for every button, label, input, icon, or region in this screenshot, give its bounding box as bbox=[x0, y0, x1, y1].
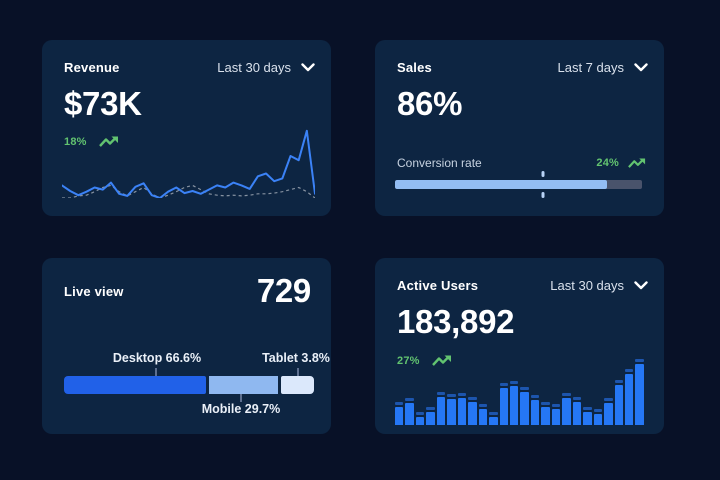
revenue-range-dropdown[interactable]: Last 30 days bbox=[217, 60, 315, 75]
daily-users-bar bbox=[541, 402, 550, 425]
mobile-segment-label: Mobile 29.7% bbox=[201, 402, 281, 416]
progress-fill bbox=[395, 180, 608, 189]
sales-value: 86% bbox=[397, 85, 463, 122]
chevron-down-icon bbox=[301, 63, 315, 72]
mobile-callout-tick bbox=[240, 394, 242, 402]
daily-users-bar bbox=[447, 394, 456, 425]
active-users-range-label: Last 30 days bbox=[550, 278, 624, 293]
progress-track bbox=[395, 180, 642, 189]
daily-users-bar bbox=[562, 393, 571, 425]
revenue-card: Revenue Last 30 days $73K 18% bbox=[42, 40, 331, 216]
revenue-value: $73K bbox=[64, 85, 142, 122]
trending-up-icon bbox=[628, 157, 646, 170]
tablet-callout-tick bbox=[297, 368, 299, 376]
daily-users-bar bbox=[614, 380, 623, 425]
daily-users-bar bbox=[415, 412, 425, 425]
revenue-range-label: Last 30 days bbox=[217, 60, 291, 75]
active-users-delta: 27% bbox=[397, 355, 420, 367]
desktop-callout-tick bbox=[155, 368, 157, 376]
sales-range-label: Last 7 days bbox=[557, 60, 625, 75]
tablet-segment-label: Tablet 3.8% bbox=[262, 351, 330, 365]
daily-users-bar bbox=[405, 398, 414, 425]
active-users-card-title: Active Users bbox=[397, 278, 479, 293]
live-view-card: Live view 729 Desktop 66.6% Tablet 3.8% … bbox=[42, 258, 331, 434]
revenue-line-current-period bbox=[62, 131, 315, 198]
desktop-segment-label: Desktop 66.6% bbox=[112, 351, 202, 365]
daily-users-bar bbox=[395, 402, 404, 425]
daily-users-bar bbox=[457, 393, 467, 425]
active-users-bar-chart bbox=[395, 357, 644, 425]
daily-users-bar bbox=[426, 407, 435, 425]
daily-users-bar bbox=[478, 404, 488, 425]
progress-target-marker-bottom bbox=[541, 192, 545, 198]
daily-users-bar bbox=[635, 359, 644, 425]
active-users-value: 183,892 bbox=[397, 303, 515, 340]
daily-users-bar bbox=[604, 398, 613, 425]
conversion-progress-bar bbox=[395, 171, 642, 198]
conversion-rate-label: Conversion rate bbox=[397, 156, 482, 170]
daily-users-bar bbox=[530, 395, 540, 425]
live-view-card-title: Live view bbox=[64, 283, 124, 299]
trending-up-icon bbox=[431, 354, 452, 368]
sales-delta: 24% bbox=[596, 157, 619, 169]
daily-users-bar bbox=[520, 387, 529, 425]
daily-users-bar bbox=[551, 404, 561, 425]
daily-users-bar bbox=[489, 412, 498, 425]
chevron-down-icon bbox=[634, 63, 648, 72]
daily-users-bar bbox=[499, 383, 508, 425]
active-users-card: Active Users Last 30 days 183,892 27% bbox=[375, 258, 664, 434]
chevron-down-icon bbox=[634, 281, 648, 290]
revenue-line-chart bbox=[62, 128, 315, 198]
mobile-segment bbox=[209, 376, 278, 394]
daily-users-bar bbox=[583, 407, 592, 425]
revenue-card-title: Revenue bbox=[64, 60, 120, 75]
daily-users-bar bbox=[468, 397, 477, 425]
daily-users-bar bbox=[572, 397, 582, 425]
progress-target-marker-top bbox=[541, 171, 545, 177]
live-view-value: 729 bbox=[256, 272, 311, 309]
active-users-range-dropdown[interactable]: Last 30 days bbox=[550, 278, 648, 293]
daily-users-bar bbox=[509, 381, 519, 425]
sales-card-title: Sales bbox=[397, 60, 432, 75]
daily-users-bar bbox=[436, 392, 446, 425]
tablet-segment bbox=[281, 376, 314, 394]
sales-range-dropdown[interactable]: Last 7 days bbox=[558, 60, 649, 75]
revenue-delta: 18% bbox=[64, 136, 87, 148]
device-share-stacked-bar bbox=[64, 376, 314, 394]
daily-users-bar bbox=[624, 369, 634, 425]
trending-up-icon bbox=[98, 135, 119, 149]
daily-users-bar bbox=[593, 409, 603, 425]
sales-card: Sales Last 7 days 86% Conversion rate 24… bbox=[375, 40, 664, 216]
desktop-segment bbox=[64, 376, 206, 394]
